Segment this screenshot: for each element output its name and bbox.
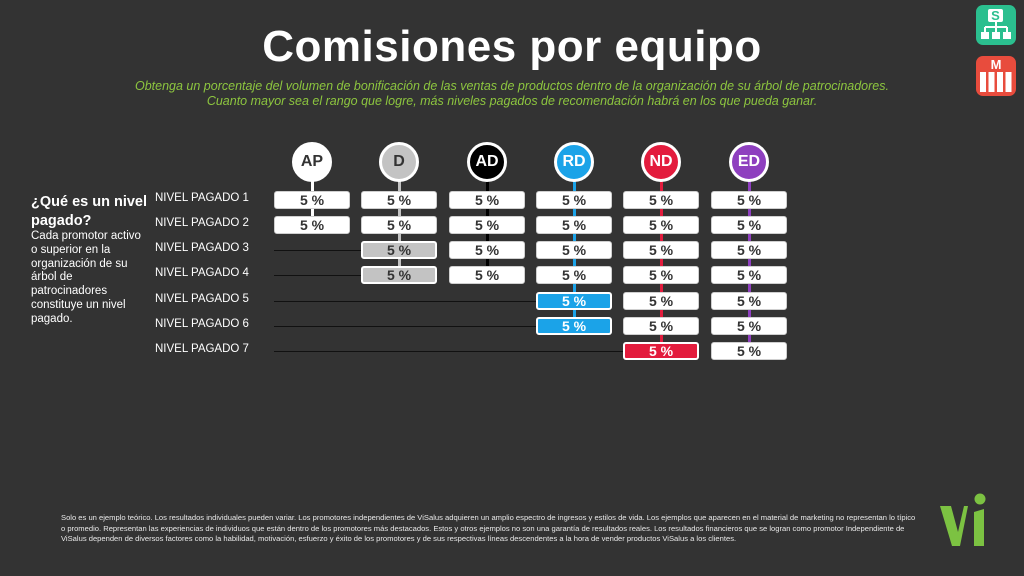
disclaimer-text: Solo es un ejemplo teórico. Los resultad… bbox=[61, 513, 916, 544]
commission-cell: 5 % bbox=[449, 216, 525, 234]
commission-cell: 5 % bbox=[536, 317, 612, 335]
paid-level-label: NIVEL PAGADO 7 bbox=[155, 343, 249, 355]
sidebar-text: Cada promotor activo o superior en la or… bbox=[31, 230, 141, 325]
vi-logo-icon bbox=[940, 493, 986, 546]
commission-cell: 5 % bbox=[711, 292, 787, 310]
commission-cell: 5 % bbox=[711, 342, 787, 360]
commission-cell: 5 % bbox=[449, 241, 525, 259]
calendar-app-icon[interactable]: M bbox=[976, 56, 1016, 96]
page-title: Comisiones por equipo bbox=[262, 22, 762, 71]
commission-cell: 5 % bbox=[361, 216, 437, 234]
paid-level-label: NIVEL PAGADO 1 bbox=[155, 192, 249, 204]
paid-level-label: NIVEL PAGADO 6 bbox=[155, 318, 249, 330]
calendar-grid-icon bbox=[980, 72, 1012, 92]
commission-cell: 5 % bbox=[536, 216, 612, 234]
sponsor-tree-app-icon[interactable]: S bbox=[976, 5, 1016, 45]
level-guide-line bbox=[274, 250, 361, 251]
rank-badge-d: D bbox=[379, 142, 419, 182]
level-guide-line bbox=[274, 301, 536, 302]
commission-cell: 5 % bbox=[623, 266, 699, 284]
rank-badge-ad: AD bbox=[467, 142, 507, 182]
rank-badge-ed: ED bbox=[729, 142, 769, 182]
paid-level-label: NIVEL PAGADO 4 bbox=[155, 267, 249, 279]
commission-cell: 5 % bbox=[711, 317, 787, 335]
s-label: S bbox=[988, 9, 1003, 22]
sidebar-heading: ¿Qué es un nivel pagado? bbox=[31, 194, 148, 229]
subtitle-line-1: Obtenga un porcentaje del volumen de bon… bbox=[135, 79, 889, 93]
commission-cell: 5 % bbox=[623, 216, 699, 234]
commission-cell: 5 % bbox=[274, 191, 350, 209]
commission-cell: 5 % bbox=[361, 241, 437, 259]
commission-cell: 5 % bbox=[449, 266, 525, 284]
paid-level-label: NIVEL PAGADO 5 bbox=[155, 293, 249, 305]
rank-badge-rd: RD bbox=[554, 142, 594, 182]
commission-cell: 5 % bbox=[623, 241, 699, 259]
commission-cell: 5 % bbox=[623, 317, 699, 335]
commission-cell: 5 % bbox=[536, 241, 612, 259]
commission-cell: 5 % bbox=[361, 266, 437, 284]
commission-cell: 5 % bbox=[274, 216, 350, 234]
tree-icon bbox=[981, 22, 1011, 39]
commission-cell: 5 % bbox=[711, 241, 787, 259]
level-guide-line bbox=[274, 326, 536, 327]
commission-cell: 5 % bbox=[711, 216, 787, 234]
rank-badge-nd: ND bbox=[641, 142, 681, 182]
commission-cell: 5 % bbox=[449, 191, 525, 209]
rank-badge-ap: AP bbox=[292, 142, 332, 182]
paid-level-label: NIVEL PAGADO 3 bbox=[155, 242, 249, 254]
commission-cell: 5 % bbox=[623, 292, 699, 310]
level-guide-line bbox=[274, 351, 623, 352]
commission-cell: 5 % bbox=[536, 191, 612, 209]
commission-cell: 5 % bbox=[536, 292, 612, 310]
m-label: M bbox=[990, 57, 1002, 72]
commission-cell: 5 % bbox=[711, 266, 787, 284]
paid-level-label: NIVEL PAGADO 2 bbox=[155, 217, 249, 229]
level-guide-line bbox=[274, 275, 361, 276]
commission-cell: 5 % bbox=[623, 191, 699, 209]
commission-cell: 5 % bbox=[623, 342, 699, 360]
commission-cell: 5 % bbox=[536, 266, 612, 284]
page-subtitle: Obtenga un porcentaje del volumen de bon… bbox=[60, 79, 964, 109]
subtitle-line-2: Cuanto mayor sea el rango que logre, más… bbox=[206, 94, 818, 108]
commission-cell: 5 % bbox=[361, 191, 437, 209]
commission-cell: 5 % bbox=[711, 191, 787, 209]
